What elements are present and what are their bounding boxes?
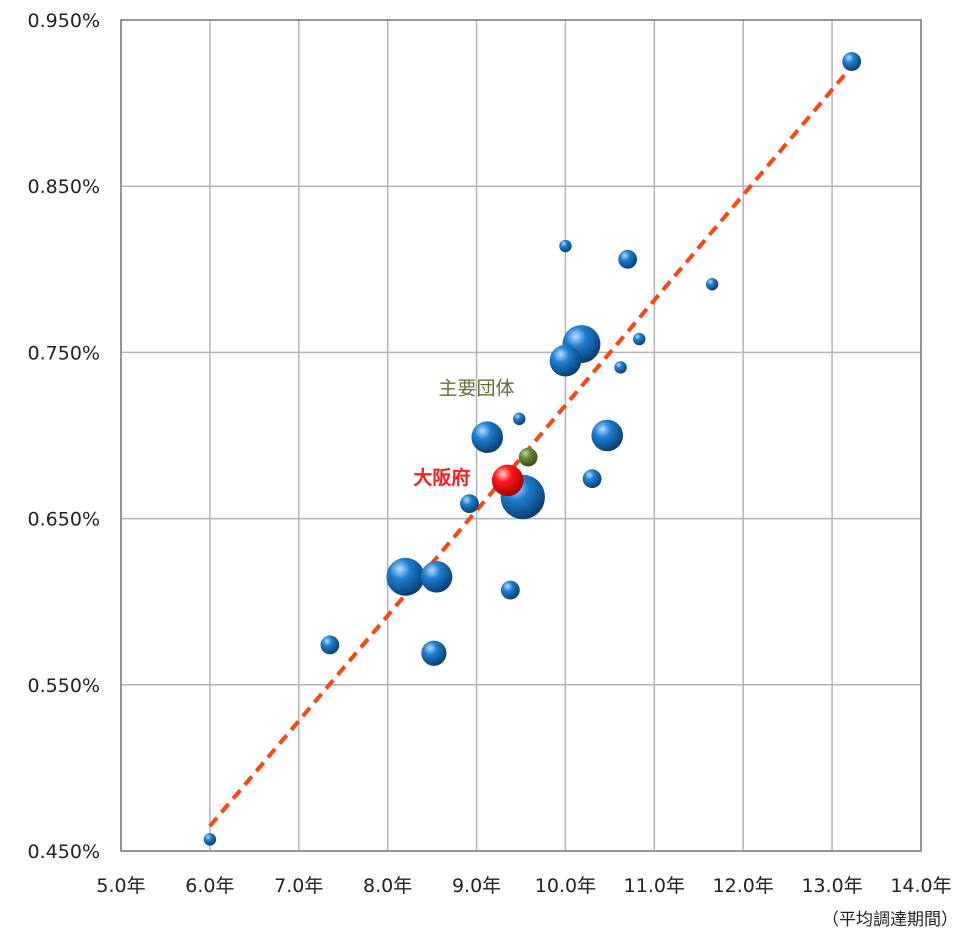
data-bubble (549, 344, 582, 377)
x-tick-label: 13.0年 (801, 875, 862, 897)
data-bubble (320, 635, 340, 655)
x-tick-label: 9.0年 (452, 875, 501, 897)
data-bubble (420, 560, 453, 593)
data-bubble (559, 239, 572, 253)
x-tick-label: 12.0年 (713, 875, 774, 897)
x-tick-label: 5.0年 (96, 875, 145, 897)
osaka-annotation: 大阪府 (413, 466, 470, 489)
data-bubble (421, 640, 447, 666)
data-bubble (614, 361, 627, 374)
osaka-bubble (491, 464, 524, 497)
x-tick-label: 14.0年 (890, 875, 951, 897)
data-bubble (386, 557, 425, 596)
data-bubble (618, 249, 638, 269)
x-tick-label: 10.0年 (535, 875, 596, 897)
y-tick-label: 0.850% (28, 176, 100, 198)
group-annotation: 主要団体 (439, 377, 515, 399)
y-tick-label: 0.450% (28, 841, 100, 863)
x-axis-label: （平均調達期間） (822, 910, 958, 930)
x-tick-label: 8.0年 (363, 875, 412, 897)
y-tick-label: 0.750% (28, 342, 100, 364)
y-tick-label: 0.650% (28, 509, 100, 531)
data-bubble (471, 421, 504, 453)
x-tick-label: 7.0年 (274, 875, 323, 897)
data-bubble (591, 419, 624, 452)
data-bubble (513, 412, 526, 426)
data-bubble (203, 833, 217, 846)
data-bubble (500, 580, 520, 600)
data-bubble (842, 52, 862, 71)
data-bubble (460, 494, 479, 514)
trend-line (208, 65, 854, 828)
x-tick-label: 6.0年 (185, 875, 234, 897)
x-tick-label: 11.0年 (624, 875, 685, 897)
y-tick-label: 0.950% (28, 10, 100, 32)
group-bubble (518, 447, 538, 467)
y-tick-label: 0.550% (28, 675, 100, 697)
plot-frame (120, 19, 922, 852)
data-bubble (633, 332, 646, 346)
data-bubble (582, 469, 602, 489)
data-bubble (705, 278, 719, 291)
